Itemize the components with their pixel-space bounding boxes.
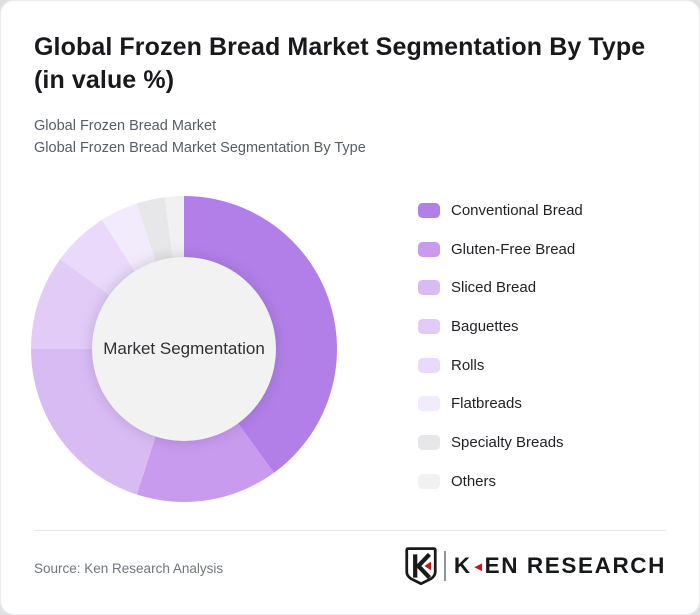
page-title: Global Frozen Bread Market Segmentation … bbox=[34, 33, 646, 94]
footer-divider bbox=[34, 530, 666, 531]
legend-swatch-icon bbox=[418, 396, 440, 412]
legend-item-specialty-breads[interactable]: Specialty Breads bbox=[418, 433, 583, 452]
legend-item-baguettes[interactable]: Baguettes bbox=[418, 317, 583, 336]
legend-swatch-icon bbox=[418, 357, 440, 373]
subtitle-line-1: Global Frozen Bread Market bbox=[34, 118, 217, 134]
legend-swatch-icon bbox=[418, 473, 440, 489]
legend-label: Conventional Bread bbox=[451, 202, 583, 219]
source-text: Source: Ken Research Analysis bbox=[34, 561, 224, 576]
legend-swatch-icon bbox=[418, 241, 440, 257]
ken-research-logo: K◄EN RESEARCH bbox=[405, 547, 666, 585]
chart-subtitles: Global Frozen Bread Market Global Frozen… bbox=[34, 116, 634, 159]
ken-research-wordmark: K◄EN RESEARCH bbox=[454, 553, 666, 579]
legend-label: Flatbreads bbox=[451, 395, 522, 413]
legend-swatch-icon bbox=[418, 280, 440, 296]
wordmark-red-triangle-icon: ◄ bbox=[471, 559, 485, 574]
donut-chart: Market Segmentation bbox=[28, 193, 340, 505]
legend-swatch-icon bbox=[418, 435, 440, 451]
logo-divider bbox=[443, 551, 446, 581]
subtitle-line-2: Global Frozen Bread Market Segmentation … bbox=[34, 139, 366, 156]
k-glyph-arms bbox=[415, 552, 431, 580]
donut-center: Market Segmentation bbox=[92, 257, 276, 441]
legend-item-rolls[interactable]: Rolls bbox=[418, 356, 583, 375]
legend-label: Rolls bbox=[451, 356, 485, 374]
wordmark-rest: EN RESEARCH bbox=[484, 553, 666, 578]
legend-swatch-icon bbox=[418, 203, 440, 218]
legend-item-gluten-free-bread[interactable]: Gluten-Free Bread bbox=[418, 240, 583, 259]
red-triangle-icon bbox=[424, 561, 431, 571]
donut-center-label: Market Segmentation bbox=[103, 339, 265, 358]
legend-label: Others bbox=[451, 472, 497, 490]
chart-legend: Conventional Bread Gluten-Free Bread Slice… bbox=[418, 201, 583, 511]
legend-item-flatbreads[interactable]: Flatbreads bbox=[418, 394, 583, 413]
legend-item-others[interactable]: Others bbox=[418, 472, 583, 491]
legend-item-conventional-bread[interactable]: Conventional Bread bbox=[418, 201, 583, 220]
legend-label: Sliced Bread bbox=[451, 279, 537, 297]
wordmark-k: K bbox=[453, 553, 472, 578]
legend-swatch-icon bbox=[418, 319, 440, 335]
legend-label: Gluten-Free Bread bbox=[451, 240, 576, 258]
legend-item-sliced-bread[interactable]: Sliced Bread bbox=[418, 278, 583, 297]
ken-research-emblem-icon bbox=[405, 547, 437, 585]
legend-label: Specialty Breads bbox=[451, 434, 564, 452]
legend-label: Baguettes bbox=[451, 318, 519, 336]
